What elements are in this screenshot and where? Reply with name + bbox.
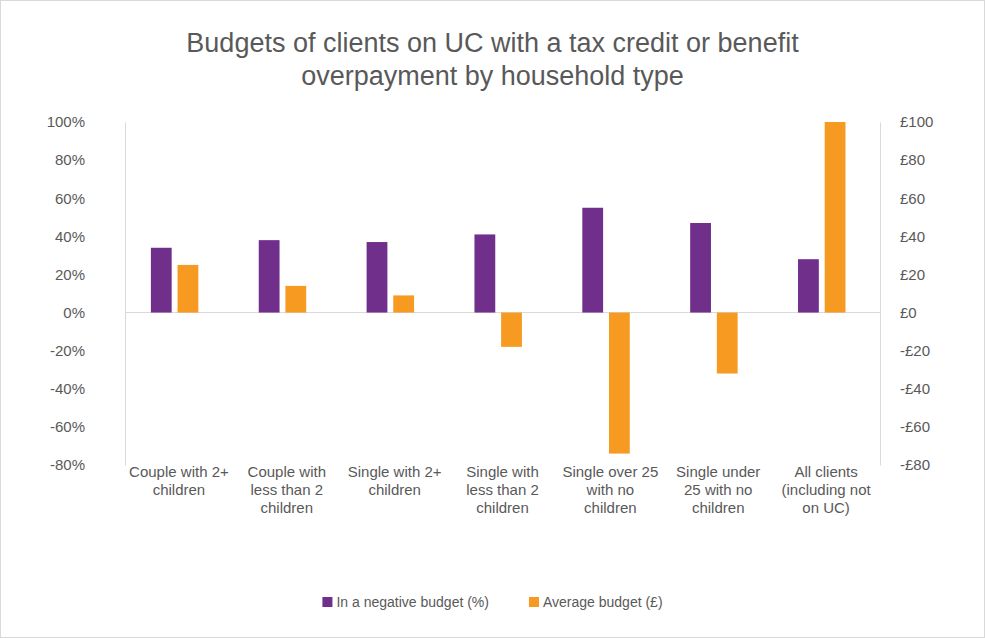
tick: 60% bbox=[55, 190, 125, 207]
bar bbox=[259, 240, 280, 312]
bar bbox=[393, 295, 414, 312]
tick: Single with 2+children bbox=[348, 463, 442, 498]
tick-label: -40% bbox=[50, 380, 85, 397]
bar bbox=[474, 234, 495, 312]
tick-label: £60 bbox=[900, 190, 925, 207]
axis-line bbox=[125, 123, 126, 466]
tick: Couple with 2+children bbox=[129, 463, 229, 498]
tick: Single under25 with nochildren bbox=[676, 463, 760, 516]
tick-label: 20% bbox=[55, 266, 85, 283]
bar bbox=[178, 265, 199, 313]
tick-label: -£20 bbox=[900, 342, 930, 359]
legend-item: Average budget (£) bbox=[529, 594, 663, 610]
legend-swatch bbox=[322, 597, 332, 607]
tick-label: All clients(including noton UC) bbox=[781, 463, 871, 516]
y-axis: -80% -60% -40% -20% 0% 20% 40% 60% 80% 100% bbox=[47, 113, 126, 473]
tick-label: -£40 bbox=[900, 380, 930, 397]
tick: -40% bbox=[50, 380, 125, 397]
tick: 0% bbox=[63, 304, 125, 321]
tick: -£80 bbox=[880, 456, 930, 473]
tick-label: Single under25 with nochildren bbox=[676, 463, 760, 516]
tick-label: 60% bbox=[55, 190, 85, 207]
tick-label: Single over 25with nochildren bbox=[562, 463, 658, 516]
legend-label: Average budget (£) bbox=[543, 594, 663, 610]
tick-label: -60% bbox=[50, 418, 85, 435]
x-axis: Couple with 2+children Couple withless th… bbox=[126, 463, 881, 516]
bar bbox=[285, 286, 306, 313]
series bbox=[178, 122, 846, 454]
title: Budgets of clients on UC with a tax cred… bbox=[186, 28, 799, 91]
tick: -£20 bbox=[880, 342, 930, 359]
plot-area bbox=[151, 122, 846, 454]
tick: 40% bbox=[55, 228, 125, 245]
bar bbox=[690, 223, 711, 313]
tick-label: £0 bbox=[900, 304, 917, 321]
tick: £100 bbox=[880, 113, 933, 130]
y2-axis: -£80 -£60 -£40 -£20 £0 £20 £40 £60 £80 £100 bbox=[880, 113, 933, 473]
tick-label: -20% bbox=[50, 342, 85, 359]
tick-label: Couple with 2+children bbox=[129, 463, 229, 498]
bar bbox=[501, 313, 522, 347]
tick-label: Couple withless than 2children bbox=[248, 463, 326, 516]
tick-label: £40 bbox=[900, 228, 925, 245]
tick: Single withless than 2children bbox=[466, 463, 539, 516]
tick-label: 0% bbox=[63, 304, 85, 321]
bar bbox=[151, 248, 172, 313]
tick-label: £80 bbox=[900, 151, 925, 168]
tick-label: 100% bbox=[47, 113, 85, 130]
chart-border bbox=[1, 1, 985, 638]
tick-label: £20 bbox=[900, 266, 925, 283]
bar bbox=[825, 122, 846, 313]
tick-label: 80% bbox=[55, 151, 85, 168]
legend-item: In a negative budget (%) bbox=[322, 594, 489, 610]
bar bbox=[717, 313, 738, 374]
tick: 100% bbox=[47, 113, 125, 130]
legend-label: In a negative budget (%) bbox=[336, 594, 489, 610]
legend-swatch bbox=[529, 597, 539, 607]
tick: £40 bbox=[880, 228, 925, 245]
tick: -20% bbox=[50, 342, 125, 359]
series bbox=[151, 208, 819, 313]
tick: Single over 25with nochildren bbox=[562, 463, 658, 516]
chart: Budgets of clients on UC with a tax cred… bbox=[0, 0, 985, 638]
tick: £60 bbox=[880, 190, 925, 207]
axis-line bbox=[880, 123, 881, 466]
tick-label: Single withless than 2children bbox=[466, 463, 539, 516]
tick-label: £100 bbox=[900, 113, 933, 130]
legend: In a negative budget (%) Average budget (… bbox=[322, 594, 662, 610]
tick: -60% bbox=[50, 418, 125, 435]
tick-label: Single with 2+children bbox=[348, 463, 442, 498]
tick-label: 40% bbox=[55, 228, 85, 245]
tick: -£60 bbox=[880, 418, 930, 435]
tick-label: -80% bbox=[50, 456, 85, 473]
tick: -£40 bbox=[880, 380, 930, 397]
tick: 20% bbox=[55, 266, 125, 283]
bar bbox=[609, 313, 630, 454]
tick: -80% bbox=[50, 456, 125, 473]
tick: £80 bbox=[880, 151, 925, 168]
tick: Couple withless than 2children bbox=[248, 463, 326, 516]
tick: All clients(including noton UC) bbox=[781, 463, 871, 516]
bar bbox=[367, 242, 388, 313]
tick: £0 bbox=[880, 304, 917, 321]
tick: £20 bbox=[880, 266, 925, 283]
bar bbox=[798, 259, 819, 312]
bar bbox=[582, 208, 603, 313]
tick-label: -£80 bbox=[900, 456, 930, 473]
tick-label: -£60 bbox=[900, 418, 930, 435]
tick: 80% bbox=[55, 151, 125, 168]
